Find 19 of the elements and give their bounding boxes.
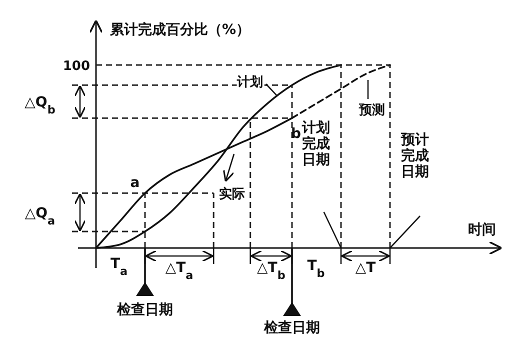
text: T$_{a}$ [110,256,128,278]
text: 时间 [468,222,496,238]
text: 100 [62,59,90,74]
text: △T$_{b}$ [257,260,286,282]
text: T$_{b}$ [307,258,325,280]
annotation: a [130,175,140,192]
text: △Q$_{a}$ [24,205,56,227]
annotation: 预测 [358,103,385,118]
annotation: 实际 [219,186,245,202]
annotation: 计划完成日期 [301,120,330,168]
annotation: b [290,126,302,142]
annotation: 计划 [236,75,263,90]
text: 预计完成日期 [400,132,429,180]
text: △T$_{a}$ [165,260,194,282]
text: △Q$_{b}$ [24,94,56,116]
text: △T [355,260,376,276]
text: 检查日期 [263,320,320,336]
text: 检查日期 [116,302,173,318]
y-axis-title: 累计完成百分比（%） [109,21,250,38]
